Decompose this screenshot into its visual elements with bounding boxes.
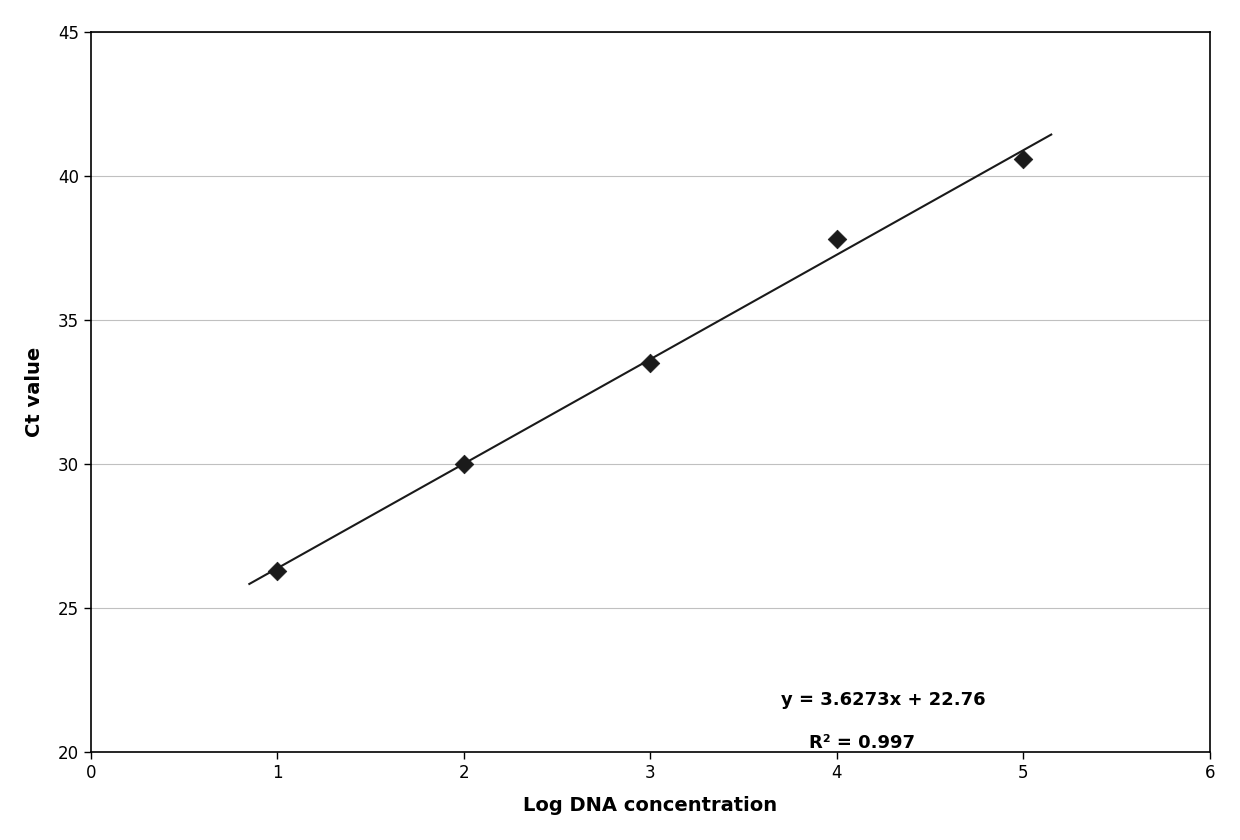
Point [454, 458, 474, 471]
Y-axis label: Ct value: Ct value [25, 347, 43, 438]
Point [827, 233, 847, 246]
Point [640, 357, 660, 370]
Point [268, 564, 288, 578]
Point [1013, 152, 1033, 165]
X-axis label: Log DNA concentration: Log DNA concentration [523, 796, 777, 815]
Text: R² = 0.997: R² = 0.997 [808, 734, 915, 753]
Text: y = 3.6273x + 22.76: y = 3.6273x + 22.76 [781, 691, 986, 709]
